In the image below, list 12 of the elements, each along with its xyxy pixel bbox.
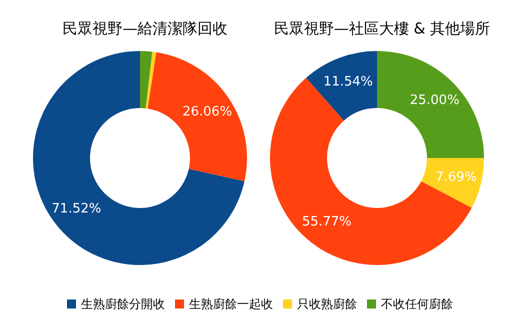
legend-label: 不收任何廚餘 (381, 297, 453, 311)
data-label: 25.00% (410, 92, 460, 108)
data-label: 55.77% (302, 214, 352, 230)
chart-title: 民眾視野—社區大樓 & 其他場所 (274, 20, 490, 38)
chart-title: 民眾視野—給清潔隊回收 (62, 20, 228, 38)
legend-label: 生熟廚餘一起收 (189, 297, 273, 311)
data-label: 7.69% (435, 170, 477, 185)
legend-label: 生熟廚餘分開收 (81, 297, 165, 311)
legend-label: 只收熟廚餘 (297, 297, 357, 311)
data-label: 71.52% (52, 201, 102, 216)
data-label: 26.06% (182, 104, 232, 120)
data-label: 11.54% (323, 74, 373, 90)
